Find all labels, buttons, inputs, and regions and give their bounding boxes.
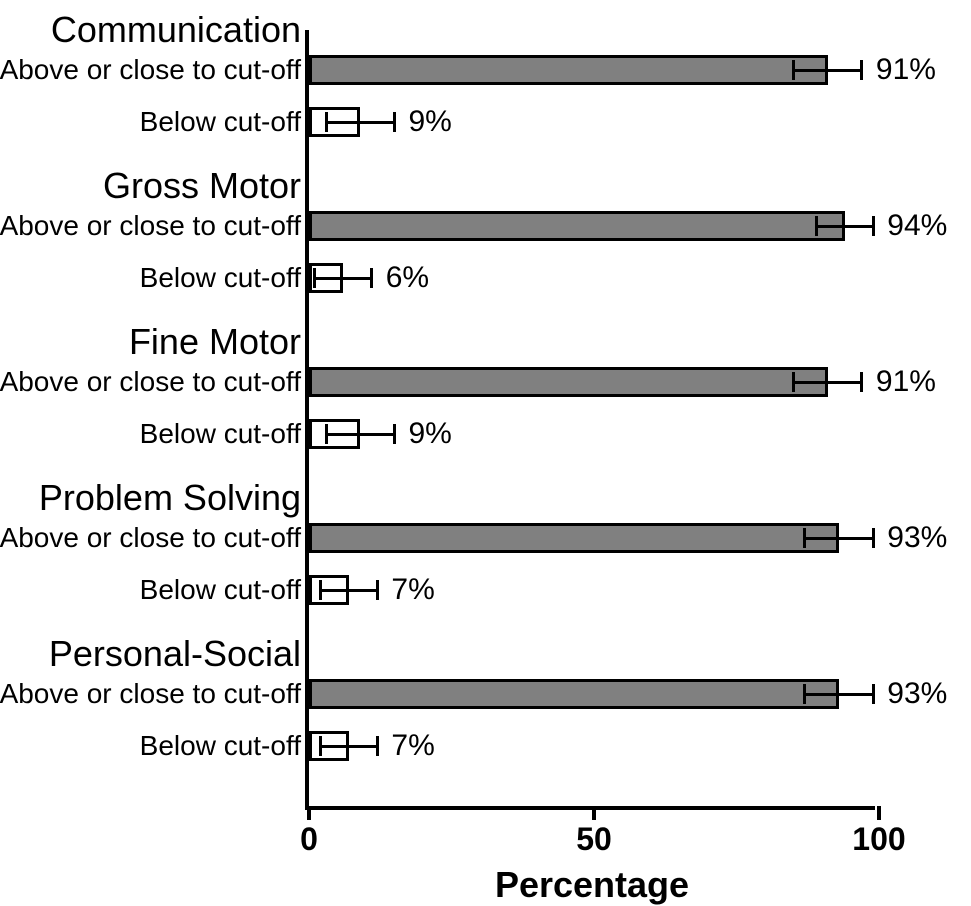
error-bar bbox=[315, 277, 372, 280]
error-bar bbox=[816, 225, 873, 228]
value-label: 94% bbox=[887, 209, 947, 243]
category-label: Below cut-off bbox=[140, 106, 301, 138]
bar bbox=[309, 523, 839, 553]
error-cap bbox=[393, 112, 396, 132]
error-cap bbox=[376, 736, 379, 756]
category-label: Below cut-off bbox=[140, 262, 301, 294]
value-label: 93% bbox=[887, 677, 947, 711]
category-label: Below cut-off bbox=[140, 730, 301, 762]
error-cap bbox=[872, 216, 875, 236]
error-cap bbox=[370, 268, 373, 288]
value-label: 7% bbox=[391, 729, 434, 763]
error-cap bbox=[860, 372, 863, 392]
error-bar bbox=[794, 381, 862, 384]
error-cap bbox=[319, 580, 322, 600]
category-label: Below cut-off bbox=[140, 574, 301, 606]
x-tick bbox=[592, 806, 596, 820]
category-label-text: Below cut-off bbox=[140, 106, 301, 138]
value-label: 9% bbox=[409, 105, 452, 139]
error-cap bbox=[792, 372, 795, 392]
error-cap bbox=[319, 736, 322, 756]
group-title: Fine Motor bbox=[129, 321, 301, 363]
error-bar bbox=[326, 121, 394, 124]
error-bar bbox=[805, 537, 873, 540]
chart-container: Percentage 0 50 100 91% 9% 94% 6% 91% 9% 93% 7% 93%… bbox=[0, 0, 971, 905]
category-label-text: Above or close to cut-off bbox=[0, 54, 301, 86]
category-label: Above or close to cut-off bbox=[0, 210, 301, 242]
error-cap bbox=[393, 424, 396, 444]
error-cap bbox=[803, 684, 806, 704]
plot-area: Percentage 05010091%9%94%6%91%9%93%7%93%… bbox=[305, 30, 875, 810]
error-cap bbox=[313, 268, 316, 288]
value-label: 91% bbox=[876, 365, 936, 399]
value-label: 93% bbox=[887, 521, 947, 555]
error-bar bbox=[326, 433, 394, 436]
x-tick-label: 100 bbox=[852, 821, 905, 858]
x-tick-label: 0 bbox=[300, 821, 318, 858]
error-cap bbox=[325, 112, 328, 132]
error-cap bbox=[376, 580, 379, 600]
bar bbox=[309, 55, 828, 85]
error-cap bbox=[803, 528, 806, 548]
group-title: Gross Motor bbox=[103, 165, 301, 207]
x-tick bbox=[877, 806, 881, 820]
group-title-text: Gross Motor bbox=[103, 165, 301, 207]
category-label-text: Above or close to cut-off bbox=[0, 210, 301, 242]
group-title: Personal-Social bbox=[49, 633, 301, 675]
value-label: 7% bbox=[391, 573, 434, 607]
bar bbox=[309, 679, 839, 709]
category-label: Above or close to cut-off bbox=[0, 366, 301, 398]
error-bar bbox=[320, 589, 377, 592]
category-label-text: Above or close to cut-off bbox=[0, 366, 301, 398]
category-label: Above or close to cut-off bbox=[0, 522, 301, 554]
error-bar bbox=[794, 69, 862, 72]
error-cap bbox=[872, 684, 875, 704]
bar bbox=[309, 211, 845, 241]
category-label-text: Below cut-off bbox=[140, 418, 301, 450]
value-label: 6% bbox=[386, 261, 429, 295]
group-title-text: Communication bbox=[51, 9, 301, 51]
error-cap bbox=[860, 60, 863, 80]
category-label-text: Above or close to cut-off bbox=[0, 678, 301, 710]
x-tick-label: 50 bbox=[576, 821, 612, 858]
error-cap bbox=[872, 528, 875, 548]
category-label: Above or close to cut-off bbox=[0, 678, 301, 710]
error-bar bbox=[320, 745, 377, 748]
x-axis-title: Percentage bbox=[495, 864, 689, 906]
category-label-text: Below cut-off bbox=[140, 262, 301, 294]
category-label: Above or close to cut-off bbox=[0, 54, 301, 86]
group-title-text: Personal-Social bbox=[49, 633, 301, 675]
category-label-text: Above or close to cut-off bbox=[0, 522, 301, 554]
category-label-text: Below cut-off bbox=[140, 574, 301, 606]
error-cap bbox=[815, 216, 818, 236]
error-bar bbox=[805, 693, 873, 696]
group-title: Problem Solving bbox=[39, 477, 301, 519]
error-cap bbox=[792, 60, 795, 80]
group-title-text: Problem Solving bbox=[39, 477, 301, 519]
bar bbox=[309, 367, 828, 397]
value-label: 9% bbox=[409, 417, 452, 451]
category-label: Below cut-off bbox=[140, 418, 301, 450]
group-title: Communication bbox=[51, 9, 301, 51]
error-cap bbox=[325, 424, 328, 444]
category-label-text: Below cut-off bbox=[140, 730, 301, 762]
value-label: 91% bbox=[876, 53, 936, 87]
group-title-text: Fine Motor bbox=[129, 321, 301, 363]
x-tick bbox=[307, 806, 311, 820]
